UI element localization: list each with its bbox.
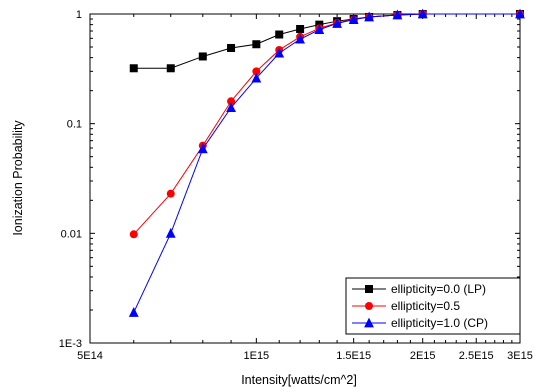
data-point-square <box>252 40 261 49</box>
data-point-triangle <box>197 143 208 154</box>
legend-label: ellipticity=0.5 <box>391 299 460 313</box>
data-point-triangle <box>165 227 176 238</box>
data-point-circle <box>365 302 373 310</box>
y-tick-label: 1 <box>76 9 82 21</box>
data-point-square <box>275 30 284 39</box>
series-3 <box>128 8 525 317</box>
data-point-square <box>365 285 373 293</box>
y-tick-label: 0.01 <box>61 228 82 240</box>
data-point-triangle <box>274 47 285 58</box>
data-point-circle <box>129 230 138 239</box>
data-point-square <box>166 64 175 73</box>
x-axis-title: Intensity[watts/cm^2] <box>241 373 357 387</box>
x-tick-label: 3E15 <box>507 350 533 362</box>
x-tick-label: 2.5E15 <box>459 350 494 362</box>
data-point-square <box>227 43 236 52</box>
legend-item: ellipticity=0.5 <box>352 299 460 313</box>
series-line <box>133 13 520 69</box>
plot-frame <box>89 13 521 344</box>
data-point-triangle <box>364 11 375 22</box>
series-line <box>133 13 520 313</box>
series-1 <box>129 10 524 73</box>
data-point-triangle <box>392 9 403 20</box>
data-point-triangle <box>348 14 359 24</box>
x-tick-label: 1E15 <box>243 350 269 362</box>
data-point-triangle <box>364 317 374 328</box>
series-2 <box>129 10 524 239</box>
data-point-triangle <box>128 307 139 317</box>
data-point-square <box>296 24 305 33</box>
data-point-triangle <box>314 24 325 35</box>
data-point-triangle <box>417 8 428 19</box>
axes <box>89 13 521 344</box>
data-point-square <box>198 52 207 61</box>
x-axis-ticks: 5E14 1E15 1.5E15 2E15 2.5E15 3E15 <box>77 14 533 362</box>
legend-item: ellipticity=1.0 (CP) <box>352 316 488 330</box>
data-point-triangle <box>251 72 262 83</box>
x-tick-label: 5E14 <box>77 350 103 362</box>
y-axis-title: Ionization Probability <box>11 120 25 236</box>
y-tick-label: 0.1 <box>67 119 82 131</box>
data-point-triangle <box>295 33 306 44</box>
data-point-triangle <box>332 18 342 28</box>
data-point-circle <box>227 97 236 106</box>
legend: ellipticity=0.0 (LP) ellipticity=0.5 ellip… <box>345 277 521 335</box>
x-tick-label: 2E15 <box>410 350 436 362</box>
legend-label: ellipticity=0.0 (LP) <box>391 282 486 296</box>
data-point-triangle <box>515 8 525 19</box>
legend-label: ellipticity=1.0 (CP) <box>391 316 488 330</box>
x-tick-label: 1.5E15 <box>336 350 371 362</box>
data-point-square <box>129 64 138 73</box>
series-layer <box>128 8 525 317</box>
data-point-circle <box>166 189 175 198</box>
y-tick-label: 1E-3 <box>59 338 82 350</box>
data-point-triangle <box>226 102 236 113</box>
legend-item: ellipticity=0.0 (LP) <box>352 282 486 296</box>
data-point-circle <box>252 67 261 76</box>
series-line <box>133 13 520 235</box>
